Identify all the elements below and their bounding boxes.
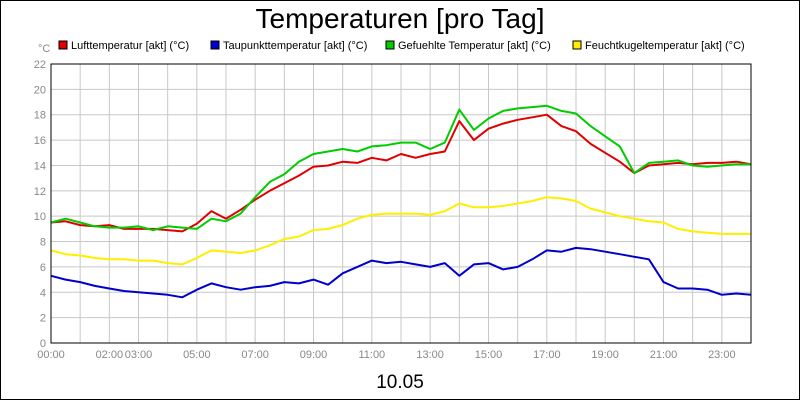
- y-unit-label: °C: [38, 43, 50, 55]
- y-tick-label: 22: [34, 59, 46, 71]
- x-tick-label: 09:00: [300, 349, 328, 361]
- x-tick-label: 13:00: [416, 349, 444, 361]
- x-tick-label: 02:00: [96, 349, 124, 361]
- y-tick-label: 8: [40, 237, 46, 249]
- x-tick-label: 19:00: [591, 349, 619, 361]
- y-tick-label: 6: [40, 262, 46, 274]
- grid: [50, 63, 752, 344]
- x-tick-label: 07:00: [241, 349, 269, 361]
- series-line-3: [50, 196, 751, 266]
- y-axis-ticks: 0 2 4 6 8 10 12 14 16 18 20 22: [34, 59, 46, 350]
- y-tick-label: 10: [34, 211, 46, 223]
- legend-swatch: [572, 40, 582, 50]
- series-line-1: [50, 246, 752, 299]
- x-tick-label: 05:00: [183, 349, 211, 361]
- legend-swatch: [210, 40, 220, 50]
- x-tick-label: 03:00: [125, 349, 153, 361]
- legend-swatch: [58, 40, 68, 50]
- legend-swatch: [385, 40, 395, 50]
- x-tick-label: 11:00: [358, 349, 385, 361]
- legend: Lufttemperatur [akt] (°C) Taupunkttempera…: [58, 40, 745, 52]
- x-tick-label: 21:00: [650, 349, 678, 361]
- x-tick-label: 00:00: [37, 349, 65, 361]
- y-tick-label: 18: [34, 110, 46, 122]
- y-tick-label: 14: [34, 160, 46, 172]
- y-tick-label: 12: [34, 186, 46, 198]
- chart-title: Temperaturen [pro Tag]: [256, 3, 545, 34]
- legend-entry: Taupunkttemperatur [akt] (°C): [223, 40, 367, 52]
- series-group: [50, 104, 752, 299]
- x-axis-ticks: 00:00 02:00 03:00 05:00 07:00 09:00 11:00 13:00…: [37, 349, 735, 361]
- x-tick-label: 15:00: [475, 349, 503, 361]
- date-label: 10.05: [376, 372, 424, 393]
- y-tick-label: 4: [40, 287, 46, 299]
- legend-entry: Lufttemperatur [akt] (°C): [71, 40, 189, 52]
- y-tick-label: 2: [40, 313, 46, 325]
- y-tick-label: 16: [34, 135, 46, 147]
- x-tick-label: 23:00: [708, 349, 736, 361]
- legend-entry: Gefuehlte Temperatur [akt] (°C): [398, 40, 551, 52]
- plot-area-border: [50, 63, 752, 344]
- legend-entry: Feuchtkugeltemperatur [akt] (°C): [585, 40, 745, 52]
- series-line-2: [50, 104, 751, 232]
- y-tick-label: 0: [40, 338, 46, 350]
- y-tick-label: 20: [34, 84, 46, 96]
- x-tick-label: 17:00: [533, 349, 561, 361]
